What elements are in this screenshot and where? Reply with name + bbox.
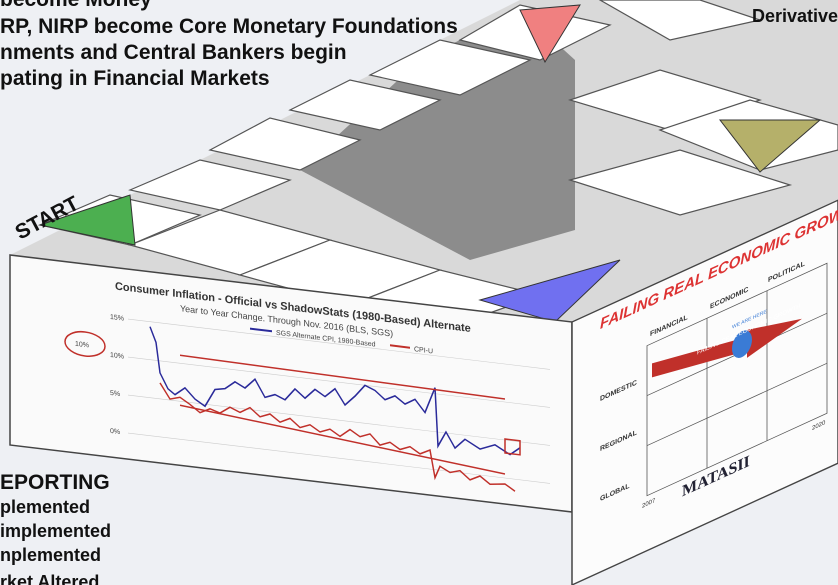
- footer-line: plemented: [0, 497, 90, 517]
- inset-ytick: 15%: [110, 314, 124, 323]
- header-line: become Money: [0, 0, 152, 11]
- footer-line: EPORTING: [0, 471, 110, 494]
- inset-ytick: 10%: [110, 352, 124, 361]
- circled-label: 10%: [75, 341, 89, 350]
- header-line: nments and Central Bankers begin: [0, 41, 347, 64]
- legend-label: CPI-U: [414, 346, 433, 355]
- red-triangle: [519, 4, 581, 64]
- inset-ytick: 5%: [110, 390, 120, 398]
- header-line: pating in Financial Markets: [0, 67, 270, 90]
- footer-line: nplemented: [0, 545, 101, 565]
- steps: [38, 0, 838, 321]
- start-triangle: [38, 194, 136, 246]
- header-line: RP, NIRP become Core Monetary Foundation…: [0, 15, 458, 38]
- olive-triangle: [718, 119, 822, 173]
- top-right-text: Derivative: [752, 6, 838, 26]
- footer-line: rket Altered: [0, 572, 99, 585]
- footer-line: implemented: [0, 521, 111, 541]
- inset-ytick: 0%: [110, 428, 120, 436]
- blue-triangle: [478, 259, 621, 323]
- front-face: Consumer Inflation - Official vs ShadowS…: [9, 254, 573, 513]
